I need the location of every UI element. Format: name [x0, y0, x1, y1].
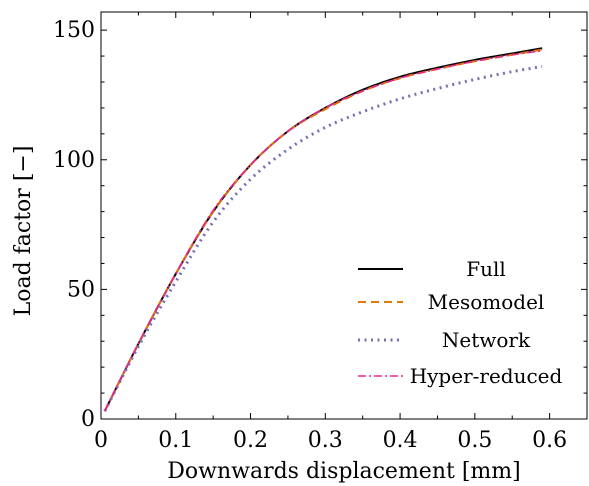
y-tick-label: 0 — [81, 407, 95, 432]
legend-label-network: Network — [442, 328, 531, 352]
x-tick-label: 0.5 — [457, 428, 492, 453]
y-tick-label: 150 — [53, 18, 95, 43]
series-line-mesomodel — [103, 48, 543, 412]
series-line-hyper-reduced — [104, 50, 543, 412]
tick-marks — [100, 12, 588, 420]
y-tick-label: 50 — [67, 277, 95, 302]
x-tick-label: 0.4 — [383, 428, 418, 453]
x-tick-labels: 0 0.1 0.2 0.3 0.4 0.5 0.6 — [94, 428, 567, 453]
y-tick-labels: 0 50 100 150 — [53, 18, 95, 432]
x-axis-label: Downwards displacement [mm] — [167, 459, 520, 484]
series-line-network — [103, 64, 543, 412]
x-tick-label: 0 — [94, 428, 108, 453]
series-layer — [103, 47, 543, 412]
legend-label-full: Full — [466, 257, 506, 281]
legend-label-hyper-reduced: Hyper-reduced — [410, 364, 563, 388]
legend-label-mesomodel: Mesomodel — [428, 290, 545, 314]
plot-frame — [100, 11, 588, 420]
y-axis-label: Load factor [−] — [11, 146, 36, 317]
x-tick-label: 0.3 — [308, 428, 343, 453]
x-tick-label: 0.6 — [532, 428, 567, 453]
x-tick-label: 0.2 — [233, 428, 268, 453]
legend: Full Mesomodel Network Hyper-reduced — [358, 257, 563, 388]
x-tick-label: 0.1 — [158, 428, 193, 453]
y-tick-label: 100 — [53, 148, 95, 173]
series-line-full — [103, 47, 543, 412]
